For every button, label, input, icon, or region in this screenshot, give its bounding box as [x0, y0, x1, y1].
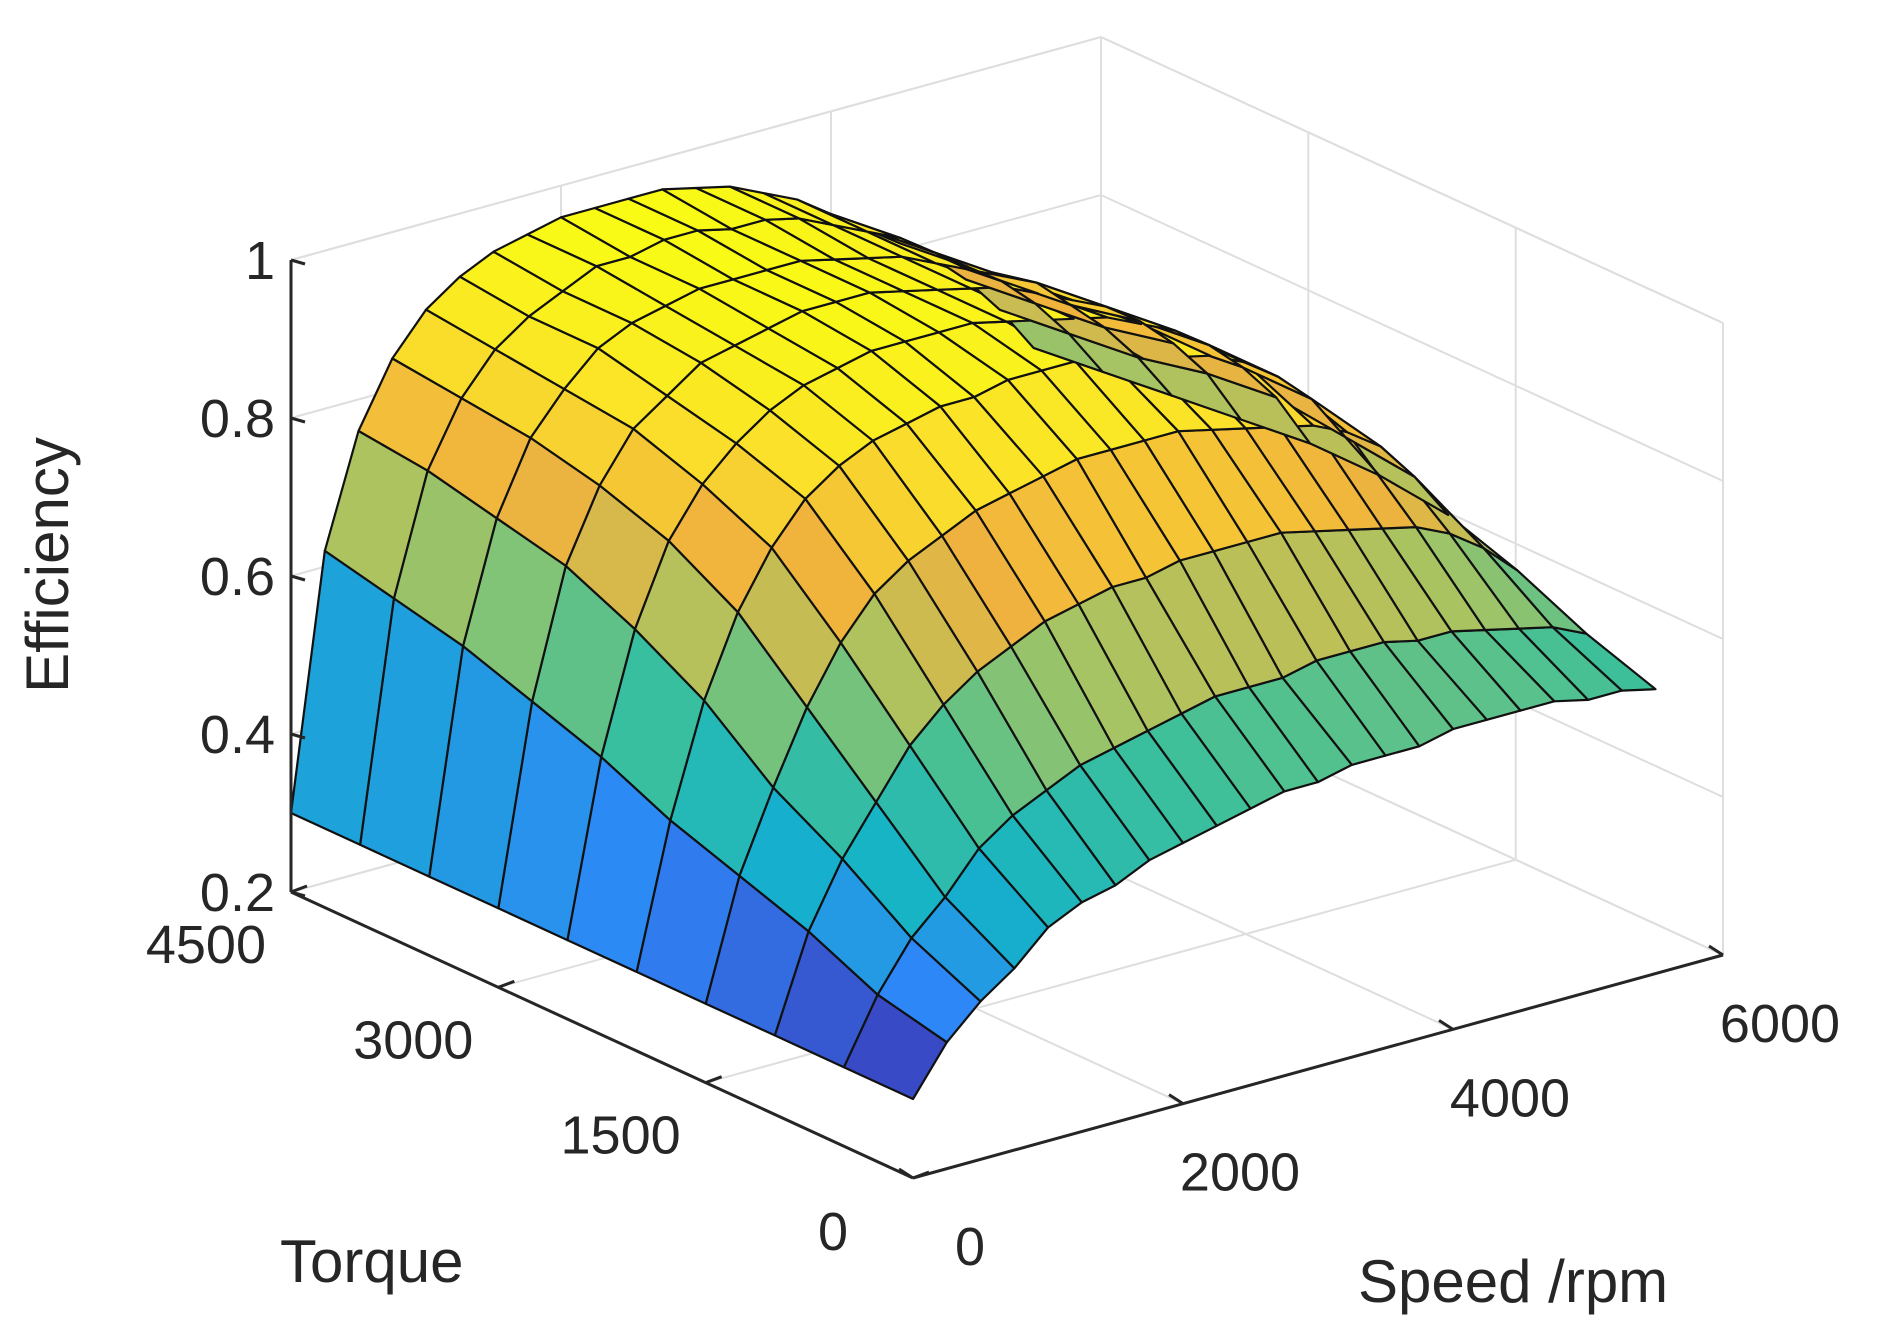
efficiency-surface — [289, 185, 1657, 1101]
axes-layer — [289, 258, 1724, 1180]
x-tick-mark-0 — [898, 1167, 914, 1180]
x-tick-label-3: 6000 — [1720, 994, 1840, 1054]
y-tick-label-2: 3000 — [353, 1010, 473, 1070]
x-axis-title: Speed /rpm — [1358, 1248, 1668, 1315]
x-tick-mark-2 — [1438, 1019, 1454, 1031]
z-tick-label-3: 0.8 — [200, 389, 275, 449]
y-tick-label-3: 4500 — [146, 915, 266, 975]
z-tick-mark-2 — [290, 574, 306, 582]
tick-label-layer: 0.2 0.4 0.6 0.8 1 0 2000 4000 6000 0 1500 3000 4500 — [146, 231, 1840, 1277]
y-axis-title: Torque — [280, 1228, 463, 1295]
z-axis-title: Efficiency — [14, 437, 81, 693]
z-tick-mark-1 — [290, 732, 306, 740]
x-tick-label-0: 0 — [955, 1217, 985, 1277]
z-tick-label-4: 1 — [245, 231, 275, 291]
x-tick-label-1: 2000 — [1180, 1143, 1300, 1203]
y-tick-mark-1 — [705, 1075, 723, 1085]
x-axis-line — [912, 953, 1724, 1180]
x-tick-label-2: 4000 — [1450, 1068, 1570, 1128]
y-tick-mark-3 — [290, 884, 308, 894]
y-tick-mark-0 — [912, 1170, 930, 1180]
z-tick-label-0: 0.2 — [200, 863, 275, 923]
y-tick-mark-2 — [497, 979, 515, 989]
y-tick-label-1: 1500 — [561, 1106, 681, 1166]
z-tick-mark-3 — [290, 416, 306, 424]
z-tick-label-2: 0.6 — [200, 547, 275, 607]
z-tick-label-1: 0.4 — [200, 705, 275, 765]
y-tick-label-0: 0 — [818, 1202, 848, 1262]
x-tick-mark-1 — [1168, 1093, 1184, 1105]
x-tick-mark-3 — [1708, 944, 1724, 957]
y-axis-line — [290, 890, 914, 1180]
z-tick-mark-4 — [290, 258, 306, 266]
surface-patch-8-0 — [289, 549, 395, 846]
